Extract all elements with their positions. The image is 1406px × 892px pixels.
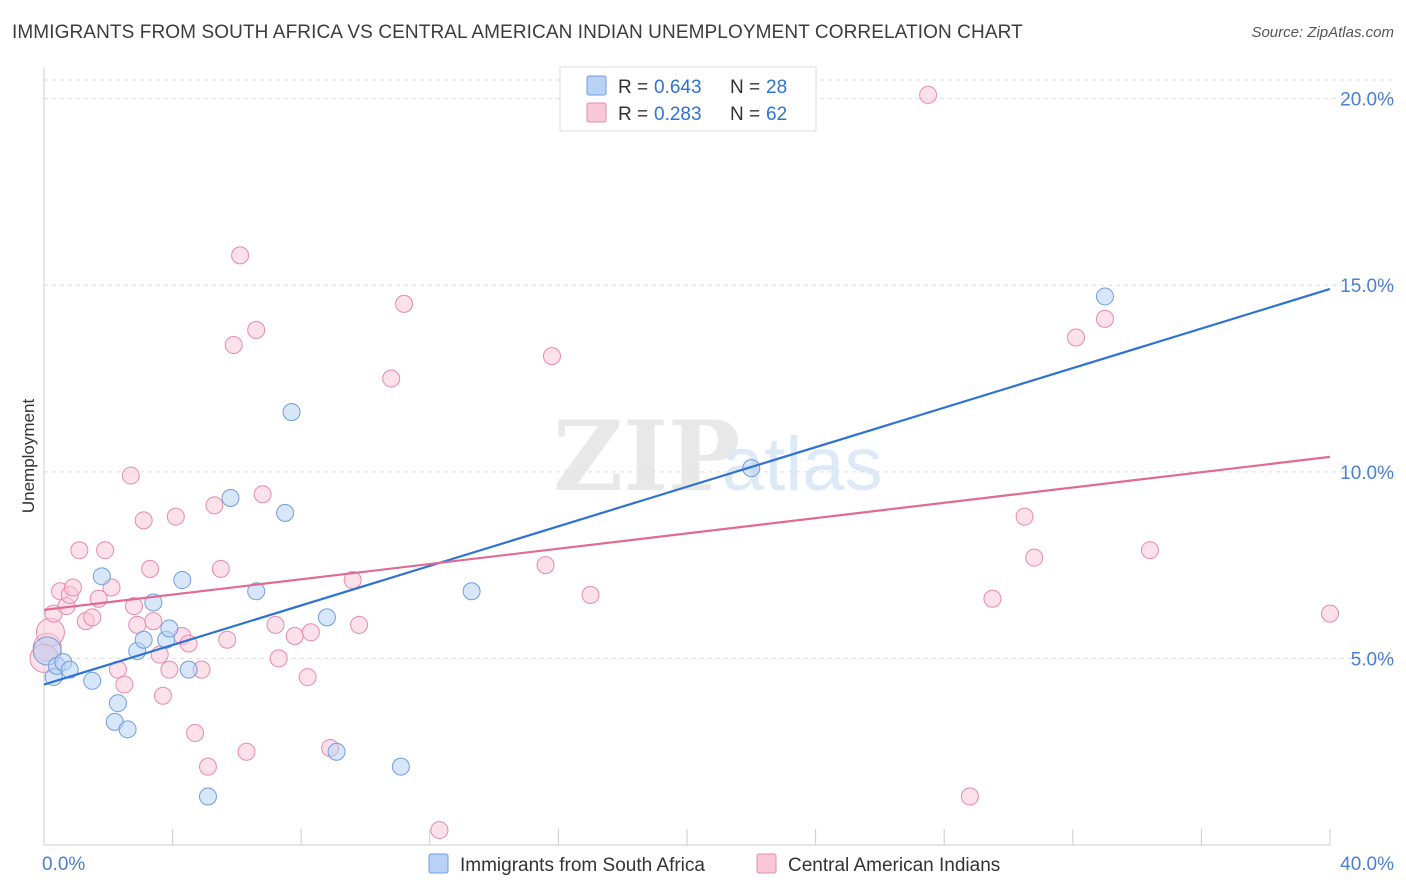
pink-data-point xyxy=(253,485,272,504)
pink-data-point xyxy=(269,649,288,668)
blue-data-point xyxy=(221,488,240,507)
blue-data-point xyxy=(92,567,111,586)
pink-data-point xyxy=(298,668,317,687)
stats-legend: R = 0.643 N = 28 R = 0.283 N = 62 xyxy=(559,66,817,132)
watermark: ZIP atlas xyxy=(553,400,883,513)
pink-data-point xyxy=(205,496,224,515)
pink-data-point xyxy=(70,541,89,560)
pink-data-point xyxy=(1025,548,1044,567)
blue-data-point xyxy=(327,742,346,761)
pink-data-point xyxy=(186,724,205,743)
pink-data-point xyxy=(395,294,414,313)
pink-data-point xyxy=(96,541,115,560)
y-tick-label: 15.0% xyxy=(1340,276,1394,297)
legend-swatch-pink xyxy=(586,102,607,123)
chart-title: IMMIGRANTS FROM SOUTH AFRICA VS CENTRAL … xyxy=(12,22,1023,43)
pink-data-point xyxy=(536,556,555,575)
blue-data-point xyxy=(317,608,336,627)
blue-data-point xyxy=(173,571,192,590)
pink-data-point xyxy=(285,627,304,646)
pink-data-point xyxy=(301,623,320,642)
bottom-legend-swatch-blue xyxy=(428,853,449,874)
y-tick-label: 20.0% xyxy=(1340,90,1394,111)
y-tick-label: 5.0% xyxy=(1351,649,1394,670)
pink-data-point xyxy=(919,85,938,104)
bottom-legend-label-blue: Immigrants from South Africa xyxy=(460,855,705,876)
blue-data-point xyxy=(247,582,266,601)
pink-data-point xyxy=(166,507,185,526)
pink-data-point xyxy=(218,630,237,649)
x-ticks xyxy=(172,829,1331,845)
pink-data-point xyxy=(960,787,979,806)
pink-data-point xyxy=(1140,541,1159,560)
blue-data-point xyxy=(1095,287,1114,306)
legend-r-label-blue: R = xyxy=(618,77,648,98)
blue-data-point xyxy=(462,582,481,601)
legend-n-label-pink: N = xyxy=(730,104,760,125)
pink-data-point xyxy=(63,578,82,597)
blue-data-point xyxy=(83,671,102,690)
y-tick-label: 10.0% xyxy=(1340,463,1394,484)
legend-r-value-pink: 0.283 xyxy=(654,104,702,125)
legend-r-value-blue: 0.643 xyxy=(654,77,702,98)
pink-data-point xyxy=(266,615,285,634)
y-axis-label: Unemployment xyxy=(19,399,38,514)
pink-data-point xyxy=(581,585,600,604)
pink-data-point xyxy=(160,660,179,679)
pink-data-point xyxy=(224,335,243,354)
pink-data-point xyxy=(382,369,401,388)
legend-r-label-pink: R = xyxy=(618,104,648,125)
pink-data-point xyxy=(211,559,230,578)
pink-data-point xyxy=(144,612,163,631)
x-tick-label-max: 40.0% xyxy=(1340,854,1394,875)
series-legend: Immigrants from South Africa Central Ame… xyxy=(428,853,1000,876)
blue-trend-line xyxy=(43,287,1331,686)
pink-data-point xyxy=(237,742,256,761)
blue-data-point xyxy=(134,630,153,649)
pink-data-point xyxy=(350,615,369,634)
pink-data-point xyxy=(141,559,160,578)
pink-data-point xyxy=(153,686,172,705)
pink-trend-line xyxy=(43,455,1331,611)
pink-data-point xyxy=(983,589,1002,608)
legend-n-value-blue: 28 xyxy=(766,77,787,98)
pink-data-point xyxy=(83,608,102,627)
bottom-legend-label-pink: Central American Indians xyxy=(788,855,1000,876)
pink-data-point xyxy=(115,675,134,694)
blue-data-point xyxy=(179,660,198,679)
legend-swatch-blue xyxy=(586,75,607,96)
legend-n-label-blue: N = xyxy=(730,77,760,98)
pink-data-point xyxy=(134,511,153,530)
immigrants-south-africa-points xyxy=(32,287,1114,806)
y-tick-labels: 5.0% 10.0% 15.0% 20.0% xyxy=(1340,90,1394,671)
blue-data-point xyxy=(276,503,295,522)
blue-data-point xyxy=(118,720,137,739)
watermark-zip: ZIP xyxy=(553,400,740,513)
pink-data-point xyxy=(125,597,144,616)
blue-data-point xyxy=(282,403,301,422)
bottom-legend-swatch-pink xyxy=(756,853,777,874)
chart-source: Source: ZipAtlas.com xyxy=(1251,24,1394,41)
pink-data-point xyxy=(121,466,140,485)
pink-data-point xyxy=(1321,604,1339,623)
pink-data-point xyxy=(1015,507,1034,526)
legend-n-value-pink: 62 xyxy=(766,104,787,125)
blue-data-point xyxy=(108,694,127,713)
pink-data-point xyxy=(198,757,217,776)
gridlines xyxy=(44,79,1395,659)
pink-data-point xyxy=(1095,309,1114,328)
pink-data-point xyxy=(231,246,250,265)
trend-lines xyxy=(43,287,1331,686)
blue-data-point xyxy=(391,757,410,776)
pink-data-point xyxy=(430,821,449,840)
blue-data-point xyxy=(160,619,179,638)
pink-data-point xyxy=(542,347,561,366)
blue-data-point xyxy=(198,787,217,806)
blue-data-point xyxy=(60,660,79,679)
x-tick-label-min: 0.0% xyxy=(42,854,85,875)
pink-data-point xyxy=(1067,328,1086,347)
pink-data-point xyxy=(247,321,266,340)
